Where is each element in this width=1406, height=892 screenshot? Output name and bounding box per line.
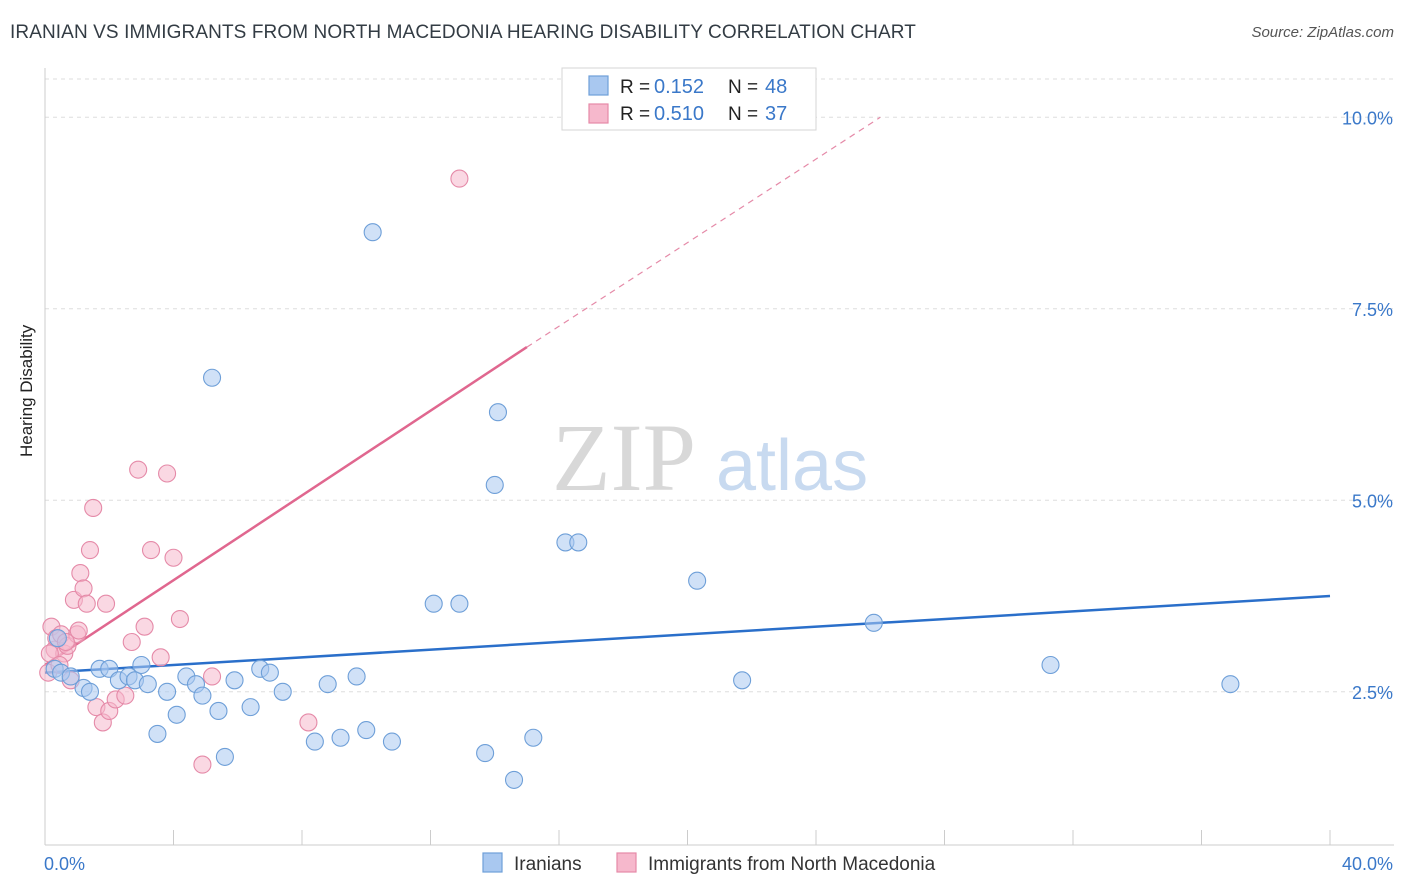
data-point-iranians [260, 663, 279, 682]
x-tick-label-min: 0.0% [44, 854, 85, 874]
series-north-macedonia-points [39, 169, 469, 774]
legend-bottom: Iranians Immigrants from North Macedonia [482, 852, 936, 875]
chart-title: IRANIAN VS IMMIGRANTS FROM NORTH MACEDON… [10, 22, 916, 43]
watermark: ZIP atlas [552, 404, 868, 511]
data-point-iranians [61, 667, 80, 686]
data-point-macedonia [141, 541, 161, 560]
data-point-iranians [450, 594, 469, 613]
data-point-macedonia [84, 498, 103, 518]
data-point-macedonia [203, 667, 222, 686]
data-point-iranians [167, 705, 186, 724]
data-point-macedonia [164, 548, 183, 567]
trend-line-macedonia-extension [526, 116, 881, 348]
y-tick-label: 2.5% [1352, 683, 1393, 703]
legend-r-label-2: R = [620, 104, 650, 125]
data-point-macedonia [135, 617, 154, 636]
legend-r-value-1: 0.152 [654, 76, 704, 98]
legend-r-label-1: R = [620, 77, 650, 98]
data-point-iranians [138, 675, 157, 694]
data-point-iranians [504, 770, 524, 789]
data-point-iranians [132, 655, 151, 675]
watermark-zip: ZIP [552, 404, 696, 511]
legend-bottom-swatch-macedonia [616, 852, 637, 873]
data-point-iranians [688, 571, 707, 590]
y-tick-label: 7.5% [1352, 300, 1393, 320]
data-point-iranians [569, 533, 588, 552]
legend-bottom-label-iranians: Iranians [514, 854, 582, 875]
y-tick-label: 10.0% [1342, 108, 1393, 128]
x-tick-labels: 0.0% 40.0% [44, 854, 1393, 874]
data-point-iranians [363, 223, 382, 242]
trend-lines [44, 116, 1331, 674]
legend-n-label-2: N = [728, 104, 758, 125]
data-point-iranians [864, 613, 883, 632]
data-point-iranians [488, 403, 508, 422]
data-point-iranians [193, 686, 212, 705]
data-point-iranians [357, 721, 376, 740]
legend-bottom-label-macedonia: Immigrants from North Macedonia [648, 854, 936, 875]
data-point-macedonia [450, 169, 469, 188]
data-point-iranians [331, 728, 350, 747]
legend-swatch-iranians [588, 75, 609, 96]
data-point-iranians [158, 682, 177, 701]
data-point-iranians [485, 475, 504, 495]
data-point-macedonia [158, 464, 177, 483]
data-point-iranians [347, 667, 366, 686]
trend-line-iranians [44, 594, 1331, 674]
data-point-macedonia [77, 594, 96, 613]
x-tick-label-max: 40.0% [1342, 854, 1393, 874]
data-point-iranians [273, 682, 292, 701]
data-point-macedonia [299, 713, 318, 732]
data-point-iranians [382, 732, 402, 751]
data-point-iranians [476, 744, 495, 763]
data-point-macedonia [80, 541, 100, 560]
data-point-macedonia [193, 755, 212, 774]
watermark-atlas: atlas [716, 426, 868, 506]
source-label: Source: ZipAtlas.com [1251, 24, 1394, 41]
legend-bottom-swatch-iranians [482, 852, 503, 873]
data-point-macedonia [71, 564, 90, 583]
data-point-iranians [524, 728, 543, 747]
data-point-iranians [209, 701, 228, 721]
legend-n-value-2: 37 [765, 103, 787, 125]
data-point-iranians [241, 698, 260, 717]
data-point-iranians [203, 368, 222, 387]
data-point-macedonia [122, 632, 141, 652]
axes [44, 68, 1394, 846]
data-point-macedonia [96, 594, 116, 613]
y-tick-labels: 2.5% 5.0% 7.5% 10.0% [1342, 108, 1393, 703]
legend-n-label-1: N = [728, 77, 758, 98]
data-point-iranians [48, 629, 67, 648]
data-point-macedonia [116, 686, 135, 705]
data-point-iranians [225, 671, 244, 690]
series-iranians-points [45, 223, 1240, 789]
data-point-iranians [424, 594, 443, 613]
data-point-macedonia [74, 579, 93, 598]
data-point-iranians [733, 671, 752, 690]
data-point-iranians [148, 724, 167, 743]
trend-line-macedonia [44, 346, 528, 667]
data-point-iranians [1041, 655, 1060, 675]
gridlines [45, 78, 1394, 693]
legend-swatch-macedonia [588, 103, 609, 124]
data-point-macedonia [129, 460, 148, 479]
data-point-iranians [80, 682, 100, 701]
legend-n-value-1: 48 [765, 76, 787, 98]
legend-r-value-2: 0.510 [654, 103, 704, 125]
y-tick-label: 5.0% [1352, 491, 1393, 511]
data-point-iranians [1221, 675, 1240, 694]
data-point-iranians [215, 747, 234, 766]
data-point-macedonia [170, 609, 189, 629]
data-point-macedonia [151, 648, 170, 667]
data-point-iranians [305, 732, 324, 751]
data-point-iranians [318, 675, 337, 694]
data-point-macedonia [69, 621, 88, 640]
legend-top: R = 0.152 N = 48 R = 0.510 N = 37 [561, 67, 817, 131]
